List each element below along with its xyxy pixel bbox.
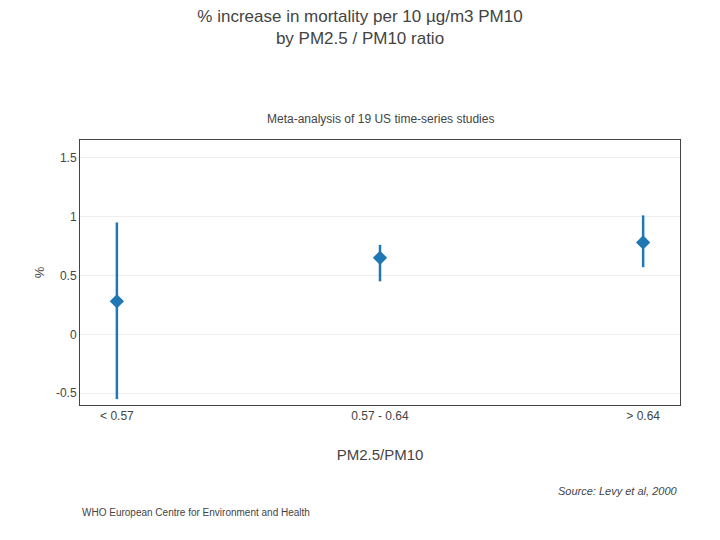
svg-text:> 0.64: > 0.64 — [626, 409, 660, 423]
svg-text:0.57 - 0.64: 0.57 - 0.64 — [351, 409, 409, 423]
svg-text:WHO European Centre for Enviro: WHO European Centre for Environment and … — [82, 507, 310, 518]
svg-text:-0.5: -0.5 — [56, 386, 77, 400]
svg-text:1: 1 — [70, 210, 77, 224]
svg-text:PM2.5/PM10: PM2.5/PM10 — [337, 446, 424, 463]
svg-text:Meta-analysis of 19 US time-se: Meta-analysis of 19 US time-series studi… — [267, 112, 494, 126]
svg-text:1.5: 1.5 — [60, 151, 77, 165]
svg-text:Source: Levy et al, 2000: Source: Levy et al, 2000 — [558, 485, 678, 497]
svg-text:0.5: 0.5 — [60, 269, 77, 283]
svg-text:% increase in mortality per 10: % increase in mortality per 10 µg/m3 PM1… — [197, 7, 522, 48]
svg-text:%: % — [32, 266, 47, 278]
svg-text:0: 0 — [70, 328, 77, 342]
svg-text:< 0.57: < 0.57 — [100, 409, 134, 423]
